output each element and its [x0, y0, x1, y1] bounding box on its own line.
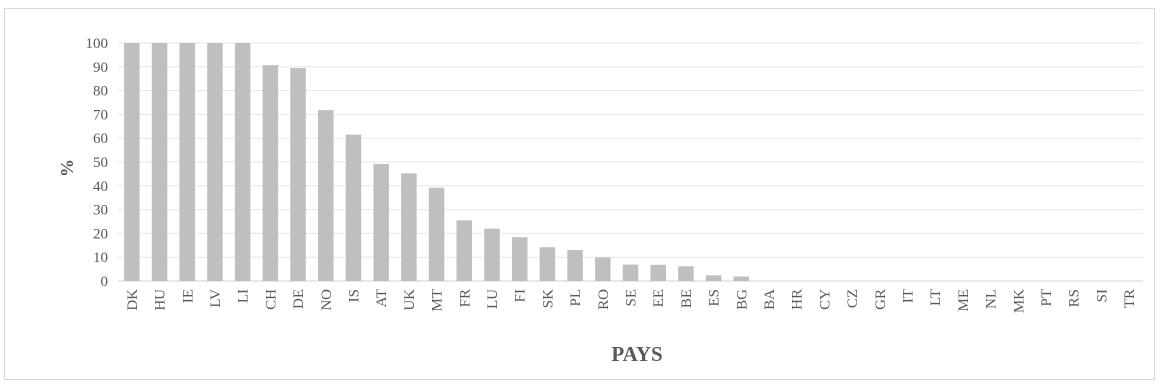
bar-mt — [428, 187, 445, 281]
y-tick-label: 90 — [93, 60, 108, 76]
x-tick-label: AT — [374, 289, 390, 307]
x-tick-label: ME — [956, 289, 972, 312]
bar-dk — [124, 43, 140, 281]
bar-es — [705, 275, 722, 281]
x-tick-label: LT — [928, 289, 944, 306]
bar-ch — [262, 65, 279, 281]
y-tick-labels: 0 10 20 30 40 50 60 70 80 90 100 — [86, 36, 109, 290]
y-tick-label: 70 — [93, 107, 108, 123]
x-tick-label: LU — [485, 289, 501, 309]
x-tick-label: DE — [291, 289, 307, 309]
chart-frame — [4, 8, 1155, 380]
y-tick-label: 50 — [93, 155, 108, 171]
x-tick-label: NL — [984, 289, 1000, 309]
bar-ro — [595, 257, 611, 281]
bar-be — [678, 266, 694, 281]
x-tick-label: SE — [624, 289, 640, 307]
bar-fr — [456, 220, 473, 281]
x-tick-label: RS — [1067, 289, 1083, 307]
x-tick-label: ES — [707, 289, 723, 307]
x-tick-label: RO — [596, 289, 612, 310]
x-tick-label: LV — [208, 289, 224, 308]
x-tick-label: LI — [236, 289, 252, 303]
x-tick-label: HU — [153, 289, 169, 311]
x-tick-label: GR — [873, 289, 889, 310]
x-tick-label: EE — [651, 289, 667, 307]
bar-pl — [567, 250, 583, 281]
y-tick-label: 30 — [93, 203, 108, 219]
bar-se — [622, 264, 639, 281]
x-tick-label: CY — [817, 289, 833, 310]
bars — [124, 43, 750, 282]
x-tick-label: SI — [1094, 289, 1110, 302]
x-tick-label: PT — [1039, 289, 1055, 307]
x-tick-label: TR — [1122, 289, 1138, 308]
y-tick-label: 0 — [101, 274, 109, 290]
x-tick-label: PL — [568, 289, 584, 307]
y-tick-label: 60 — [93, 131, 108, 147]
x-tick-label: MT — [430, 289, 446, 312]
x-tick-label: SK — [540, 289, 556, 308]
y-tick-label: 40 — [93, 179, 108, 195]
x-tick-label: IT — [901, 289, 917, 303]
y-tick-label: 20 — [93, 226, 108, 242]
gridlines — [118, 42, 1143, 282]
bar-no — [318, 110, 334, 281]
bar-ee — [650, 264, 666, 281]
x-tick-label: BG — [734, 289, 750, 310]
bar-at — [373, 163, 389, 281]
x-tick-label: CZ — [845, 289, 861, 308]
bar-is — [345, 134, 362, 281]
x-tick-labels: DK HU IE LV LI CH DE NO IS AT UK MT FR LU FI SK PL RO SE EE… — [125, 289, 1138, 313]
x-tick-label: CH — [263, 289, 279, 310]
x-tick-label: BA — [762, 289, 778, 310]
bar-hu — [151, 43, 168, 281]
x-tick-label: NO — [319, 289, 335, 311]
x-tick-label: UK — [402, 289, 418, 311]
x-tick-label: HR — [790, 289, 806, 310]
bar-li — [234, 43, 251, 281]
x-tick-label: BE — [679, 289, 695, 308]
bar-uk — [401, 173, 417, 281]
x-tick-label: DK — [125, 289, 141, 311]
bar-sk — [539, 247, 556, 281]
x-axis-title: PAYS — [611, 342, 662, 366]
y-axis-title: % — [57, 159, 77, 177]
x-tick-label: FI — [513, 289, 529, 302]
bar-ie — [179, 43, 196, 281]
bar-de — [290, 67, 306, 282]
bar-lv — [207, 43, 223, 281]
y-tick-label: 80 — [93, 84, 108, 100]
x-tick-label: MK — [1011, 289, 1027, 313]
bar-fi — [511, 237, 528, 281]
x-tick-label: IS — [346, 289, 362, 302]
x-tick-label: FR — [457, 289, 473, 307]
bar-bg — [733, 276, 750, 281]
y-tick-label: 100 — [86, 36, 109, 52]
y-tick-label: 10 — [93, 250, 108, 266]
bar-lu — [484, 228, 500, 281]
x-tick-label: IE — [180, 289, 196, 303]
